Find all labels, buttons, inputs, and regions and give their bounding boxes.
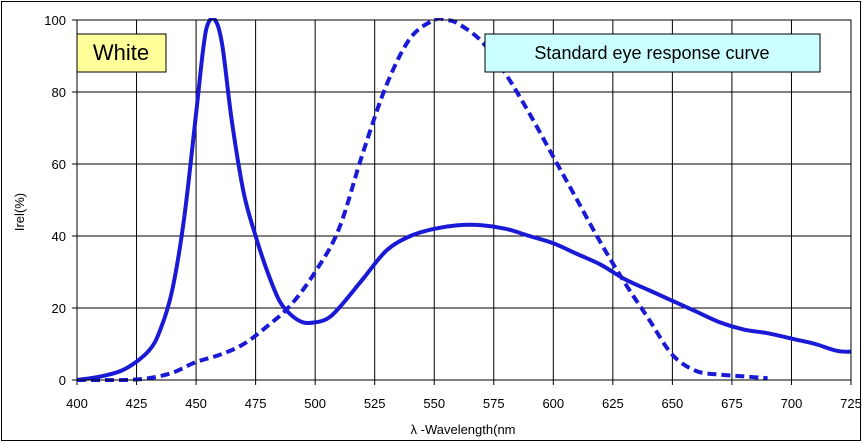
x-tick-label: 675 xyxy=(721,396,743,411)
plot-border xyxy=(76,19,852,381)
x-tick-label: 725 xyxy=(840,396,862,411)
y-axis-title: Irel(%) xyxy=(12,193,27,231)
series-line-white xyxy=(77,18,851,382)
x-tick-label: 575 xyxy=(483,396,505,411)
y-tick-label: 80 xyxy=(52,85,66,100)
x-tick-label: 625 xyxy=(602,396,624,411)
x-axis-title: λ -Wavelength(nm xyxy=(411,422,516,437)
annotation-white-box xyxy=(76,33,167,73)
series-line-eye-response xyxy=(77,18,768,382)
x-tick-label: 600 xyxy=(542,396,564,411)
y-tick-label: 40 xyxy=(52,229,66,244)
annotation-eye-response-text: Standard eye response curve xyxy=(534,43,769,63)
annotation-white-text: White xyxy=(93,40,149,65)
x-tick-label: 500 xyxy=(304,396,326,411)
x-tick-label: 475 xyxy=(245,396,267,411)
y-tick-label: 100 xyxy=(44,13,66,28)
x-tick-label: 700 xyxy=(781,396,803,411)
annotation-eye-response: Standard eye response curve xyxy=(484,33,821,73)
x-tick-label: 525 xyxy=(364,396,386,411)
tick-labels: 400 425 450 475 500 525 550 575 600 625 650 675 700 7… xyxy=(44,13,862,411)
x-tick-label: 400 xyxy=(66,396,88,411)
x-tick-label: 425 xyxy=(126,396,148,411)
series-layer xyxy=(77,18,851,382)
y-tick-label: 60 xyxy=(52,157,66,172)
x-tick-label: 450 xyxy=(185,396,207,411)
annotation-white: White xyxy=(76,33,167,73)
y-tick-label: 20 xyxy=(52,301,66,316)
x-tick-label: 650 xyxy=(662,396,684,411)
x-tick-label: 550 xyxy=(423,396,445,411)
annotation-eye-response-box xyxy=(484,33,821,73)
y-tick-label: 0 xyxy=(59,373,66,388)
grid-lines xyxy=(72,19,852,385)
